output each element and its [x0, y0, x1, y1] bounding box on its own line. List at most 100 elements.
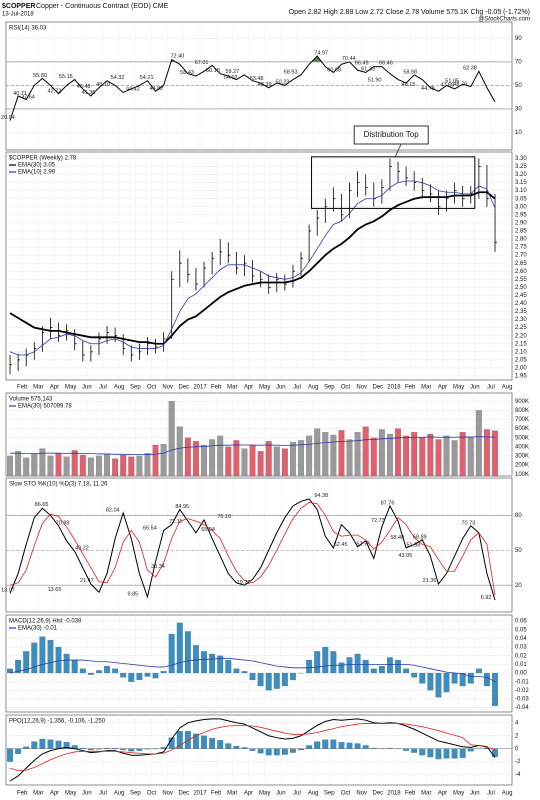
x-tick-label: Sep: [324, 791, 335, 797]
y-tick-label: 2.15: [515, 341, 527, 347]
bar: [55, 646, 62, 674]
series-line: [9, 498, 496, 601]
x-tick-label: Dec: [178, 791, 189, 797]
bar: [346, 742, 353, 749]
bar: [435, 439, 442, 477]
bar: [225, 743, 232, 749]
bar: [346, 657, 353, 674]
annotation-leader: [394, 143, 402, 157]
x-tick-label: Mar: [227, 791, 237, 797]
series-line: [9, 191, 496, 345]
bar: [290, 442, 296, 477]
bar: [23, 746, 30, 749]
data-label: 60.68: [327, 67, 341, 73]
bar: [265, 672, 272, 691]
series-line: [9, 718, 496, 782]
y-tick-label: 2.00: [515, 365, 527, 371]
bar: [104, 665, 110, 674]
y-tick-label: 2.60: [515, 269, 527, 275]
y-tick-label: 500K: [515, 435, 529, 441]
x-tick-label: Jun: [470, 385, 480, 391]
x-tick-label: May: [259, 791, 270, 797]
x-tick-label: 2017: [193, 791, 207, 797]
y-tick-label: -0.04: [515, 705, 529, 711]
x-tick-label: Apr: [50, 385, 59, 391]
x-tick-label: Oct: [147, 385, 157, 391]
bar: [314, 651, 321, 674]
panel-label: Slow STO %K(10) %D(3) 7.18, 11.26: [9, 482, 108, 488]
panel-label: RSI(14) 36.03: [9, 26, 47, 32]
x-tick-label: Mar: [421, 791, 431, 797]
data-label: 65.04: [201, 527, 215, 533]
source: @StockCharts.com: [478, 17, 530, 23]
data-label: 46.48: [77, 84, 91, 90]
bar: [492, 430, 498, 477]
bar: [104, 454, 110, 477]
bar: [484, 672, 490, 687]
y-tick-label: 0.02: [515, 653, 527, 659]
data-label: 50.23: [276, 80, 290, 86]
y-tick-label: 50: [515, 83, 522, 89]
data-label: 58.89: [413, 534, 427, 540]
bar: [451, 440, 458, 477]
bar: [152, 672, 159, 679]
bar: [467, 437, 474, 477]
x-tick-label: 2018: [387, 385, 401, 391]
data-label: 86.65: [35, 502, 49, 508]
y-tick-label: 2.35: [515, 309, 527, 315]
data-label: 70.88: [56, 520, 70, 526]
y-tick-label: 3.00: [515, 204, 527, 210]
bar: [459, 432, 466, 477]
bar: [298, 440, 304, 477]
y-tick-label: 70: [515, 60, 522, 66]
bar: [378, 429, 385, 477]
y-tick-label: 2.80: [515, 237, 527, 243]
y-tick-label: -0.01: [515, 679, 529, 685]
x-tick-label: Mar: [421, 385, 431, 391]
y-tick-label: 2.95: [515, 212, 527, 218]
bar: [144, 453, 151, 477]
y-tick-label: 2.90: [515, 220, 527, 226]
y-tick-label: 0.05: [515, 627, 527, 633]
data-label: 82.04: [106, 507, 120, 513]
bar: [120, 672, 127, 678]
bar: [136, 748, 143, 751]
bar: [47, 455, 54, 477]
y-tick-label: -0.03: [515, 697, 529, 703]
data-label: 66.49: [355, 61, 369, 67]
bar: [184, 437, 191, 477]
x-tick-label: Jun: [276, 791, 286, 797]
bar: [39, 738, 46, 749]
data-label: 48.10: [96, 82, 110, 88]
bar: [403, 435, 410, 477]
series-line: [9, 502, 496, 596]
x-tick-label: Feb: [405, 791, 416, 797]
x-tick-label: Mar: [33, 385, 43, 391]
bar: [387, 657, 393, 674]
bar: [354, 653, 361, 674]
y-tick-label: 400K: [515, 444, 529, 450]
data-label: 19.72: [237, 580, 251, 586]
bar: [306, 435, 313, 477]
bar: [370, 437, 377, 477]
legend-label: Volume 575,143: [9, 397, 53, 403]
bar: [71, 450, 78, 477]
bar: [411, 432, 418, 477]
x-tick-label: Jul: [99, 385, 107, 391]
bar: [298, 748, 304, 751]
y-tick-label: 0.03: [515, 645, 527, 651]
x-tick-label: Oct: [147, 791, 157, 797]
bar: [233, 746, 240, 749]
bar: [387, 747, 393, 749]
bar: [96, 670, 102, 674]
x-tick-label: Oct: [341, 385, 351, 391]
bar: [265, 441, 272, 477]
bar: [55, 740, 62, 749]
y-tick-label: 2.50: [515, 285, 527, 291]
bar: [475, 410, 482, 477]
data-label: 58.93: [284, 69, 298, 75]
data-label: 48.39: [258, 82, 272, 88]
panel-frame: [5, 614, 513, 713]
x-tick-label: Apr: [438, 791, 447, 797]
data-label: 48.15: [402, 82, 416, 88]
